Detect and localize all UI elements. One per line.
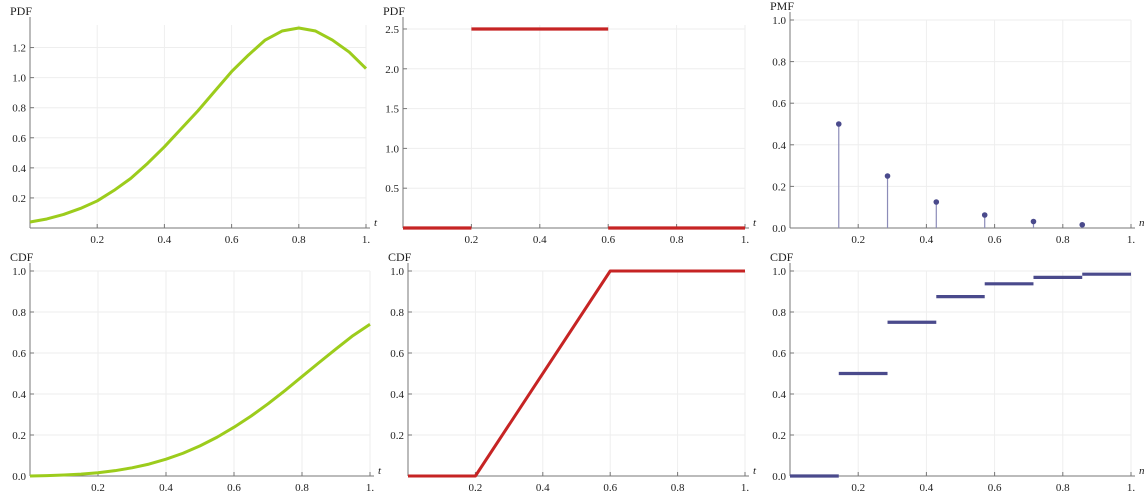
x-tick-label: 0.2 <box>851 234 865 246</box>
x-tick-label: 0.6 <box>988 234 1002 246</box>
x-axis-label: t <box>374 217 378 229</box>
y-tick-label: 0.2 <box>390 430 404 442</box>
y-tick-label: 1.0 <box>772 266 786 278</box>
y-tick-label: 0.6 <box>12 133 26 145</box>
y-tick-label: 0.8 <box>390 307 404 319</box>
x-tick-label: 1. <box>366 482 375 494</box>
y-axis-label: PDF <box>383 4 405 18</box>
x-tick-label: 0.4 <box>158 234 172 246</box>
x-tick-label: 0.6 <box>225 234 239 246</box>
pmf-point <box>835 121 842 127</box>
pmf-point <box>1030 218 1037 225</box>
series-line <box>408 269 745 478</box>
x-tick-label: 0.4 <box>920 482 934 494</box>
x-axis-label: n <box>1139 217 1145 229</box>
y-tick-label: 0.6 <box>390 348 404 360</box>
y-tick-label: 0.2 <box>12 193 26 205</box>
pmf-point <box>933 199 940 205</box>
x-tick-label: 0.4 <box>536 482 550 494</box>
y-tick-label: 0.8 <box>772 57 786 69</box>
y-tick-label: 1.0 <box>390 266 404 278</box>
x-tick-label: 0.8 <box>670 234 684 246</box>
y-tick-label: 0.4 <box>390 389 404 401</box>
y-axis-label: PMF <box>770 0 794 13</box>
y-tick-label: 1.5 <box>385 104 399 116</box>
x-tick-label: 0.6 <box>988 482 1002 494</box>
y-tick-label: 0.4 <box>772 140 786 152</box>
y-axis-label: CDF <box>770 250 794 264</box>
pmf-point <box>1079 221 1086 228</box>
x-axis-label: t <box>378 465 382 477</box>
y-axis-label: CDF <box>10 250 34 264</box>
y-tick-label: 0.8 <box>12 307 26 319</box>
x-tick-label: 0.4 <box>159 482 173 494</box>
x-tick-label: 0.2 <box>851 482 865 494</box>
y-tick-label: 0.0 <box>772 471 786 483</box>
x-tick-label: 0.6 <box>603 482 617 494</box>
y-tick-label: 1.0 <box>772 15 786 27</box>
y-tick-label: 0.8 <box>772 307 786 319</box>
y-tick-label: 2.5 <box>385 24 399 36</box>
x-tick-label: 0.4 <box>533 234 547 246</box>
y-tick-label: 0.6 <box>772 98 786 110</box>
x-tick-label: 1. <box>741 482 750 494</box>
x-tick-label: 1. <box>362 234 371 246</box>
y-tick-label: 1.0 <box>385 143 399 155</box>
x-tick-label: 0.8 <box>1056 482 1070 494</box>
x-tick-label: 0.4 <box>920 234 934 246</box>
x-axis-label: t <box>753 217 757 229</box>
x-axis-label: n <box>1139 465 1145 477</box>
x-tick-label: 0.8 <box>292 234 306 246</box>
y-axis-label: CDF <box>388 250 412 264</box>
y-tick-label: 0.6 <box>772 348 786 360</box>
y-tick-label: 1.0 <box>12 266 26 278</box>
y-tick-label: 2.0 <box>385 64 399 76</box>
x-tick-label: 0.2 <box>91 482 105 494</box>
y-axis-label: PDF <box>10 4 32 18</box>
x-tick-label: 0.8 <box>671 482 685 494</box>
y-tick-label: 0.2 <box>772 181 786 193</box>
x-tick-label: 0.2 <box>90 234 104 246</box>
y-tick-label: 0.0 <box>12 471 26 483</box>
x-tick-label: 1. <box>741 234 750 246</box>
pmf-point <box>884 173 891 179</box>
x-axis-label: t <box>753 465 757 477</box>
chart-panel-2: 0.2 0.4 0.6 0.8 1. 0.5 1.0 1.5 2.0 2.5 PDF t <box>383 4 757 246</box>
y-tick-label: 0.4 <box>12 163 26 175</box>
chart-panel-6: 0.2 0.4 0.6 0.8 1. 0.0 0.2 0.4 0.6 0.8 1.0 CDF n <box>770 250 1145 494</box>
y-tick-label: 0.2 <box>12 430 26 442</box>
x-tick-label: 0.8 <box>1056 234 1070 246</box>
pmf-point <box>981 212 988 218</box>
chart-panel-4: 0.2 0.4 0.6 0.8 1. 0.0 0.2 0.4 0.6 0.8 1.0 CDF t <box>10 250 382 494</box>
y-tick-label: 0.0 <box>772 223 786 235</box>
chart-panel-3: 0.2 0.4 0.6 0.8 1. 0.0 0.2 0.4 0.6 0.8 1.0 PMF n <box>770 0 1145 246</box>
x-tick-label: 0.8 <box>295 482 309 494</box>
x-tick-label: 0.2 <box>469 482 483 494</box>
series-line <box>29 26 368 224</box>
y-tick-label: 0.4 <box>12 389 26 401</box>
y-tick-label: 1.0 <box>12 73 26 85</box>
x-tick-label: 0.6 <box>601 234 615 246</box>
y-tick-label: 0.4 <box>772 389 786 401</box>
series-line <box>29 323 371 478</box>
y-tick-label: 1.2 <box>12 43 26 55</box>
y-tick-label: 0.8 <box>12 103 26 115</box>
y-tick-label: 0.6 <box>12 348 26 360</box>
x-tick-label: 1. <box>1127 482 1136 494</box>
x-tick-label: 0.6 <box>227 482 241 494</box>
y-tick-label: 0.5 <box>385 183 399 195</box>
y-tick-label: 0.2 <box>772 430 786 442</box>
x-tick-label: 0.2 <box>465 234 479 246</box>
chart-panel-1: 0.2 0.4 0.6 0.8 1. 0.2 0.4 0.6 0.8 1.0 1.2 PDF t <box>10 4 378 246</box>
x-tick-label: 1. <box>1127 234 1136 246</box>
chart-panel-5: 0.2 0.4 0.6 0.8 1. 0.2 0.4 0.6 0.8 1.0 CDF t <box>388 250 757 494</box>
